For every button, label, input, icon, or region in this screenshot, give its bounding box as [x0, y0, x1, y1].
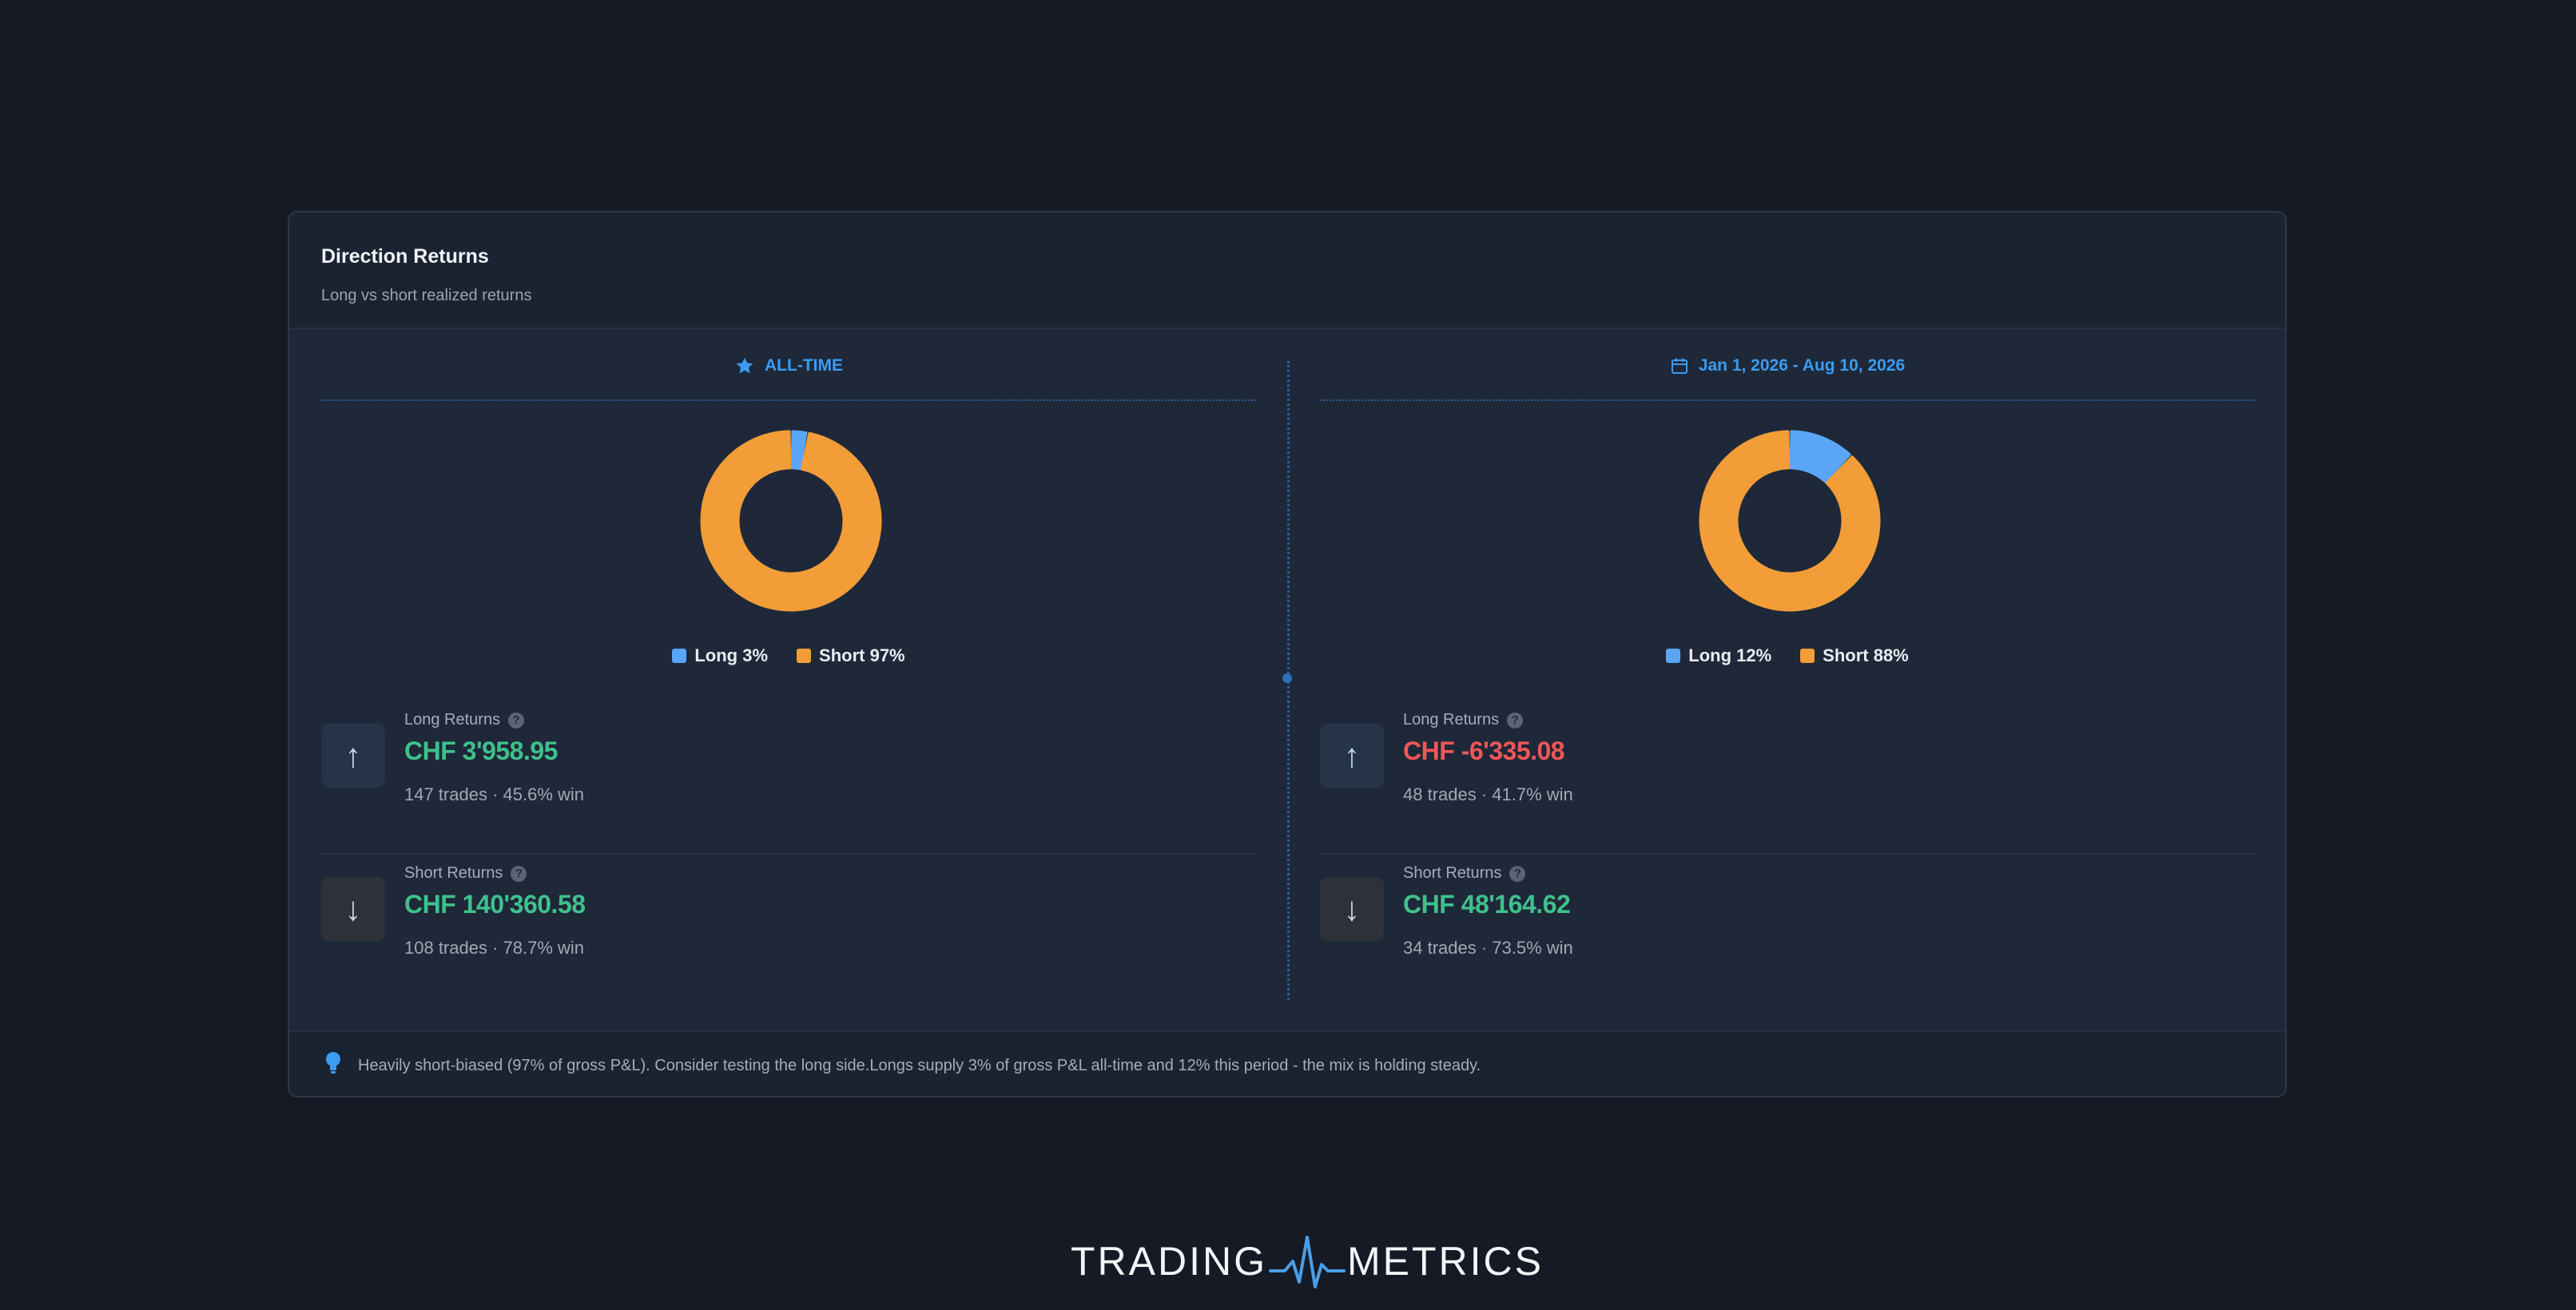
row-label: Long Returns ? — [404, 711, 525, 729]
logo-text-left: TRADING — [1071, 1239, 1267, 1284]
insight-footer: Heavily short-biased (97% of gross P&L).… — [289, 1030, 2285, 1096]
long-returns-stats: 48 trades · 41.7% win — [1403, 784, 1573, 804]
lightbulb-icon — [324, 1051, 342, 1080]
donut-svg — [700, 430, 882, 612]
row-label: Short Returns ? — [1403, 864, 1526, 883]
short-returns-value: CHF 140'360.58 — [404, 890, 586, 919]
panel-header[interactable]: ALL-TIME — [321, 329, 1256, 401]
panel-period: Jan 1, 2026 - Aug 10, 2026 Long 12% Shor… — [1320, 329, 2255, 958]
chart-legend: Long 3% Short 97% — [321, 645, 1256, 666]
help-icon[interactable]: ? — [1509, 865, 1526, 882]
legend-label: Long 3% — [694, 645, 769, 665]
legend-label: Short 97% — [819, 645, 905, 665]
calendar-icon — [1670, 356, 1689, 375]
help-icon[interactable]: ? — [508, 712, 525, 728]
legend-swatch — [672, 649, 687, 663]
donut-slice-short[interactable] — [1699, 430, 1881, 612]
card-subtitle: Long vs short realized returns — [321, 287, 532, 304]
short-returns-stats: 108 trades · 78.7% win — [404, 938, 585, 958]
logo-text-right: METRICS — [1347, 1239, 1544, 1284]
chart-legend: Long 12% Short 88% — [1320, 645, 2255, 666]
long-returns-label: Long Returns — [1403, 711, 1500, 728]
short-returns-stats: 34 trades · 73.5% win — [1403, 938, 1573, 958]
divider-dot — [1282, 673, 1292, 683]
card-header: Direction Returns Long vs short realized… — [289, 212, 2285, 329]
pulse-icon — [1267, 1229, 1347, 1293]
long-returns-value: CHF -6'335.08 — [1403, 736, 1565, 765]
long-returns-row: ↑ Long Returns ? CHF 3'958.95 147 trades… — [321, 701, 1256, 855]
legend-swatch — [1800, 649, 1815, 663]
short-returns-row: ↓ Short Returns ? CHF 48'164.62 34 trade… — [1320, 855, 2255, 1006]
legend-item-short: Short 97% — [797, 645, 905, 666]
legend-item-long: Long 3% — [672, 645, 768, 666]
row-label: Short Returns ? — [404, 864, 527, 883]
short-returns-row: ↓ Short Returns ? CHF 140'360.58 108 tra… — [321, 855, 1256, 1006]
donut-slice-long[interactable] — [1789, 430, 1851, 483]
direction-returns-card: Direction Returns Long vs short realized… — [288, 211, 2287, 1098]
long-returns-value: CHF 3'958.95 — [404, 736, 558, 765]
donut-slice-short[interactable] — [700, 430, 882, 612]
long-returns-label: Long Returns — [404, 711, 501, 728]
legend-swatch — [797, 649, 812, 663]
panel-header[interactable]: Jan 1, 2026 - Aug 10, 2026 — [1320, 329, 2255, 401]
legend-item-short: Short 88% — [1800, 645, 1909, 666]
arrow-down-icon: ↓ — [1320, 877, 1384, 941]
short-returns-label: Short Returns — [404, 864, 503, 882]
row-label: Long Returns ? — [1403, 711, 1524, 729]
legend-swatch — [1666, 649, 1681, 663]
donut-chart — [697, 427, 885, 615]
card-title: Direction Returns — [321, 245, 489, 268]
legend-label: Short 88% — [1823, 645, 1909, 665]
panel-header-label: ALL-TIME — [765, 356, 843, 375]
arrow-up-icon: ↑ — [321, 724, 385, 788]
help-icon[interactable]: ? — [511, 865, 527, 882]
long-returns-stats: 147 trades · 45.6% win — [404, 784, 585, 804]
help-icon[interactable]: ? — [1507, 712, 1524, 728]
panel-header-label: Jan 1, 2026 - Aug 10, 2026 — [1698, 356, 1906, 375]
legend-label: Long 12% — [1688, 645, 1772, 665]
legend-item-long: Long 12% — [1666, 645, 1771, 666]
donut-slice-long[interactable] — [790, 430, 808, 470]
panel-all-time: ALL-TIME Long 3% Short 97% ↑ Long Return… — [321, 329, 1256, 958]
donut-chart — [1695, 427, 1884, 615]
trading-metrics-logo: TRADING METRICS — [1071, 1225, 1544, 1297]
long-returns-row: ↑ Long Returns ? CHF -6'335.08 48 trades… — [1320, 701, 2255, 855]
insight-text: Heavily short-biased (97% of gross P&L).… — [358, 1056, 1481, 1074]
arrow-up-icon: ↑ — [1320, 724, 1384, 788]
donut-svg — [1699, 430, 1881, 612]
arrow-down-icon: ↓ — [321, 877, 385, 941]
star-icon — [734, 355, 755, 376]
short-returns-value: CHF 48'164.62 — [1403, 890, 1571, 919]
short-returns-label: Short Returns — [1403, 864, 1502, 882]
